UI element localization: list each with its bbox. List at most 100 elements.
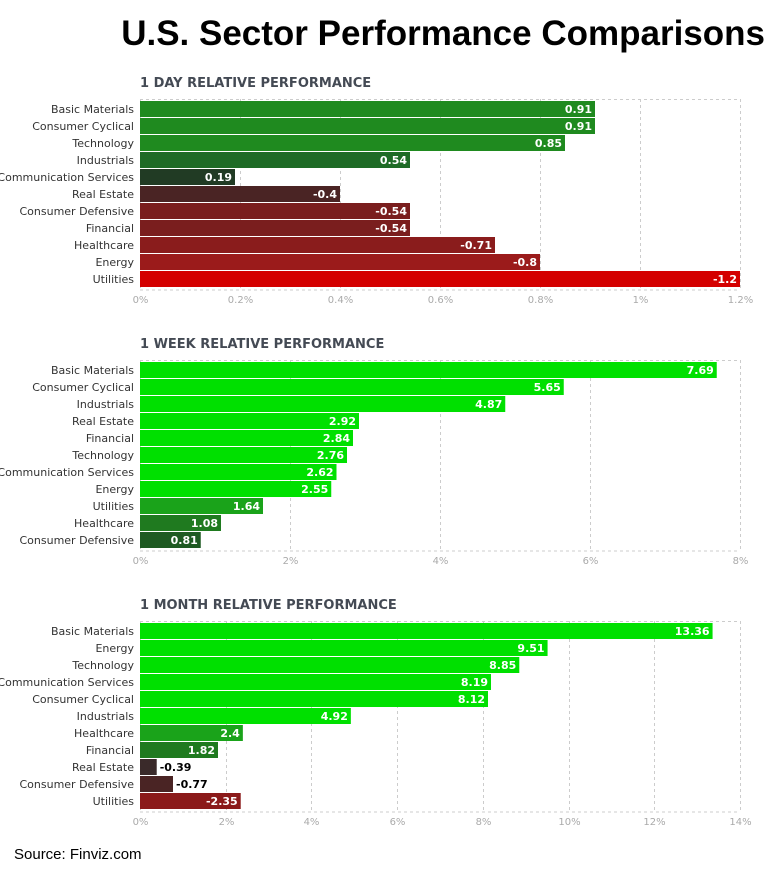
bar (140, 152, 410, 168)
x-tick-label: 0% (133, 817, 149, 828)
x-tick-label: 2% (219, 817, 235, 828)
x-tick-label: 2% (283, 556, 299, 567)
value-label: 8.12 (458, 693, 485, 706)
value-label: -1.2 (713, 273, 737, 286)
bar (140, 708, 351, 724)
value-label: 2.4 (220, 727, 240, 740)
x-tick-label: 4% (433, 556, 449, 567)
bar (140, 379, 564, 395)
category-label: Consumer Cyclical (32, 381, 134, 394)
category-label: Real Estate (72, 188, 134, 201)
value-label: 9.51 (517, 642, 544, 655)
value-label: 7.69 (687, 364, 714, 377)
bar (140, 759, 157, 775)
bar (140, 447, 347, 463)
x-tick-label: 0.6% (428, 295, 453, 306)
value-label: -0.77 (176, 778, 208, 791)
value-label: 0.81 (171, 534, 198, 547)
category-label: Basic Materials (51, 103, 134, 116)
category-label: Technology (71, 137, 134, 150)
value-label: -0.54 (375, 222, 407, 235)
value-label: 2.92 (329, 415, 356, 428)
x-tick-label: 8% (733, 556, 749, 567)
category-label: Consumer Cyclical (32, 120, 134, 133)
bar (140, 118, 595, 134)
value-label: 0.91 (565, 120, 592, 133)
x-tick-label: 6% (390, 817, 406, 828)
category-label: Consumer Defensive (19, 205, 134, 218)
category-label: Technology (71, 449, 134, 462)
bar (140, 640, 548, 656)
value-label: -0.4 (313, 188, 337, 201)
chart-title-1-month: 1 MONTH RELATIVE PERFORMANCE (140, 598, 397, 613)
x-tick-label: 12% (643, 817, 665, 828)
category-label: Communication Services (0, 466, 134, 479)
value-label: 0.19 (205, 171, 232, 184)
category-label: Healthcare (74, 727, 134, 740)
x-tick-label: 0.2% (228, 295, 253, 306)
bar (140, 237, 495, 253)
chart-1-week: 0% 2% 4% 6% 8% Basic Materials 7.69 Consumer Cy… (0, 360, 749, 567)
value-label: 8.85 (489, 659, 516, 672)
bar (140, 413, 359, 429)
source-note: Source: Finviz.com (14, 846, 142, 863)
category-label: Consumer Cyclical (32, 693, 134, 706)
category-label: Communication Services (0, 171, 134, 184)
x-tick-label: 8% (476, 817, 492, 828)
x-tick-label: 10% (558, 817, 580, 828)
value-label: 1.08 (191, 517, 218, 530)
bar (140, 793, 241, 809)
x-tick-label: 1% (633, 295, 649, 306)
bar (140, 186, 340, 202)
value-label: 5.65 (534, 381, 561, 394)
value-label: 2.84 (323, 432, 350, 445)
category-label: Consumer Defensive (19, 778, 134, 791)
bar (140, 396, 506, 412)
value-label: -0.39 (160, 761, 192, 774)
value-label: 1.64 (233, 500, 260, 513)
bar (140, 135, 565, 151)
bar (140, 169, 235, 185)
x-tick-label: 0% (133, 295, 149, 306)
bar (140, 464, 337, 480)
chart-title-1-week: 1 WEEK RELATIVE PERFORMANCE (140, 337, 385, 352)
value-label: 4.92 (321, 710, 348, 723)
value-label: 0.91 (565, 103, 592, 116)
category-label: Basic Materials (51, 625, 134, 638)
x-tick-label: 14% (729, 817, 751, 828)
x-tick-label: 1.2% (728, 295, 753, 306)
chart-1-day: 0% 0.2% 0.4% 0.6% 0.8% 1% 1.2% Basic Materials 0… (0, 99, 753, 306)
bar (140, 220, 410, 236)
category-label: Communication Services (0, 676, 134, 689)
category-label: Real Estate (72, 415, 134, 428)
category-label: Consumer Defensive (19, 534, 134, 547)
x-tick-label: 0% (133, 556, 149, 567)
bar (140, 362, 717, 378)
x-tick-label: 0.4% (328, 295, 353, 306)
category-label: Healthcare (74, 239, 134, 252)
value-label: 4.87 (475, 398, 502, 411)
x-tick-label: 0.8% (528, 295, 553, 306)
category-label: Industrials (77, 154, 135, 167)
category-label: Technology (71, 659, 134, 672)
value-label: 8.19 (461, 676, 488, 689)
bar (140, 725, 243, 741)
category-label: Energy (95, 642, 134, 655)
bar (140, 674, 491, 690)
category-label: Energy (95, 256, 134, 269)
value-label: 13.36 (675, 625, 710, 638)
bar (140, 532, 201, 548)
bar (140, 657, 520, 673)
value-label: 2.76 (317, 449, 344, 462)
bar (140, 430, 353, 446)
category-label: Utilities (93, 273, 135, 286)
value-label: 1.82 (188, 744, 215, 757)
value-label: -2.35 (206, 795, 238, 808)
bar (140, 481, 332, 497)
bar (140, 203, 410, 219)
bar (140, 271, 740, 287)
category-label: Financial (86, 222, 134, 235)
category-label: Financial (86, 744, 134, 757)
category-label: Real Estate (72, 761, 134, 774)
page-title: U.S. Sector Performance Comparisons (121, 14, 765, 53)
